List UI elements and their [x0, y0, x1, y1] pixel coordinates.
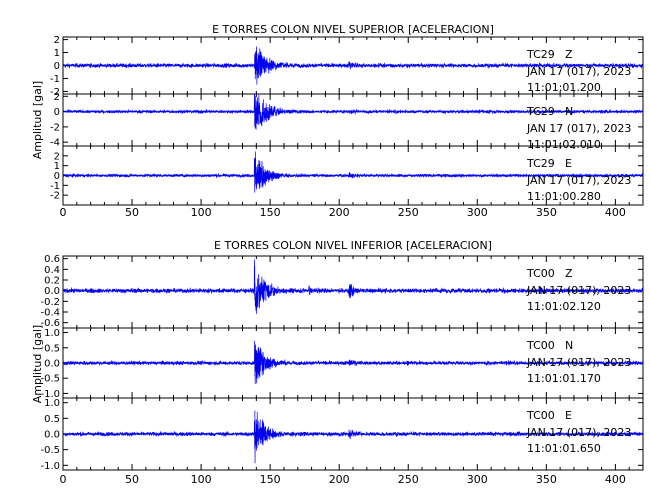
- x-tick-label: 350: [536, 473, 557, 486]
- y-tick-label: -0.5: [40, 374, 60, 385]
- time-label: 11:01:02.120: [527, 300, 601, 313]
- x-tick-label: 50: [125, 473, 139, 486]
- waveform-trace: [62, 151, 644, 193]
- trace-panel-tc29-e: 210-1-2 TC29 E JAN 17 (017), 2023 11:01:00.2…: [50, 145, 644, 206]
- y-tick-label: 1.0: [44, 398, 60, 409]
- component-label: E: [565, 157, 572, 170]
- time-label: 11:01:00.280: [527, 190, 601, 203]
- x-tick-label: 300: [467, 206, 488, 219]
- y-tick-label: 1: [54, 161, 60, 172]
- date-label: JAN 17 (017), 2023: [526, 356, 631, 369]
- y-tick-label: -1.0: [40, 461, 60, 472]
- x-tick-label: 400: [605, 206, 626, 219]
- chart-block-1: E TORRES COLON NIVEL SUPERIOR [ACELERACI…: [31, 23, 644, 219]
- y-tick-label: -4: [50, 138, 60, 149]
- y-tick-label: -0.4: [40, 308, 60, 319]
- y-axis-label: Amplitud [gal]: [31, 81, 44, 159]
- trace-panel-tc29-z: 2 1 0 -1 -2 TC29 Z JAN 17 (017), 2023 11:01:01.2…: [50, 35, 644, 98]
- x-tick-label: 150: [260, 206, 281, 219]
- y-tick-label: -2: [50, 191, 60, 202]
- time-label: 11:01:02.010: [527, 138, 601, 151]
- component-label: Z: [565, 48, 573, 61]
- time-label: 11:01:01.170: [527, 372, 601, 385]
- y-axis-label: Amplitud [gal]: [31, 325, 44, 403]
- date-label: JAN 17 (017), 2023: [526, 174, 631, 187]
- y-tick-label: 0: [54, 171, 60, 182]
- date-label: JAN 17 (017), 2023: [526, 284, 631, 297]
- y-tick-label: -0.5: [40, 445, 60, 456]
- y-tick-label: 0.5: [44, 343, 60, 354]
- station-label: TC00: [526, 267, 555, 280]
- waveform-trace: [62, 46, 644, 85]
- chart-title: E TORRES COLON NIVEL INFERIOR [ACELERACI…: [214, 239, 492, 252]
- waveform-trace: [62, 93, 644, 130]
- trace-panel-tc00-n: 1.0 0.5 0.0 -0.5 -1.0 TC00 N JAN 17 (017), 2023…: [40, 327, 644, 400]
- y-tick-label: 0.2: [44, 276, 60, 287]
- component-label: Z: [565, 267, 573, 280]
- x-tick-label: 0: [60, 473, 67, 486]
- station-label: TC29: [526, 48, 555, 61]
- y-tick-label: 0.5: [44, 414, 60, 425]
- y-tick-label: -2: [50, 122, 60, 133]
- x-tick-label: 400: [605, 473, 626, 486]
- component-label: E: [565, 409, 572, 422]
- x-tick-label: 200: [329, 206, 350, 219]
- y-tick-label: 0.4: [44, 265, 60, 276]
- y-tick-label: -1: [50, 74, 60, 85]
- date-label: JAN 17 (017), 2023: [526, 65, 631, 78]
- time-label: 11:01:01.650: [527, 442, 601, 455]
- date-label: JAN 17 (017), 2023: [526, 122, 631, 135]
- station-label: TC00: [526, 339, 555, 352]
- x-tick-label: 150: [260, 473, 281, 486]
- time-label: 11:01:01.200: [527, 81, 601, 94]
- station-label: TC29: [526, 105, 555, 118]
- y-tick-label: 0: [54, 107, 60, 118]
- y-tick-label: 0: [54, 61, 60, 72]
- component-label: N: [565, 339, 573, 352]
- y-tick-label: 0.0: [44, 286, 60, 297]
- chart-title: E TORRES COLON NIVEL SUPERIOR [ACELERACI…: [212, 23, 494, 36]
- trace-panel-tc00-z: 0.60.40.20.0-0.2-0.4-0.6 TC00 Z JAN 17 (017…: [40, 254, 644, 329]
- y-tick-label: 2: [54, 92, 60, 103]
- y-tick-label: 2: [54, 35, 60, 46]
- component-label: N: [565, 105, 573, 118]
- y-tick-label: 2: [54, 151, 60, 162]
- x-tick-label: 200: [329, 473, 350, 486]
- y-tick-label: -0.2: [40, 297, 60, 308]
- y-tick-label: 0.0: [44, 359, 60, 370]
- x-tick-label: 100: [191, 473, 212, 486]
- x-tick-label: 0: [60, 206, 67, 219]
- trace-panel-tc29-n: 2 0 -2 -4 TC29 N JAN 17 (017), 2023 11:01:02.01…: [50, 92, 644, 151]
- y-tick-label: -1.0: [40, 389, 60, 400]
- chart-block-2: E TORRES COLON NIVEL INFERIOR [ACELERACI…: [31, 239, 644, 486]
- y-tick-label: -1: [50, 181, 60, 192]
- station-label: TC29: [526, 157, 555, 170]
- waveform-trace: [62, 410, 644, 464]
- x-tick-label: 100: [191, 206, 212, 219]
- trace-panel-tc00-e: 1.0 0.5 0.0 -0.5 -1.0 TC00 E JAN 17 (017), 2023…: [40, 397, 644, 472]
- y-tick-label: 0.6: [44, 254, 60, 265]
- x-tick-label: 350: [536, 206, 557, 219]
- y-tick-label: -0.6: [40, 318, 60, 329]
- x-tick-label: 250: [398, 206, 419, 219]
- y-tick-label: 1.0: [44, 328, 60, 339]
- x-tick-label: 300: [467, 473, 488, 486]
- y-tick-label: 0.0: [44, 430, 60, 441]
- waveform-trace: [62, 340, 644, 385]
- date-label: JAN 17 (017), 2023: [526, 426, 631, 439]
- y-tick-label: 1: [54, 48, 60, 59]
- y-tick-label: -2: [50, 87, 60, 98]
- x-tick-label: 250: [398, 473, 419, 486]
- x-tick-label: 50: [125, 206, 139, 219]
- station-label: TC00: [526, 409, 555, 422]
- waveform-trace: [62, 259, 644, 314]
